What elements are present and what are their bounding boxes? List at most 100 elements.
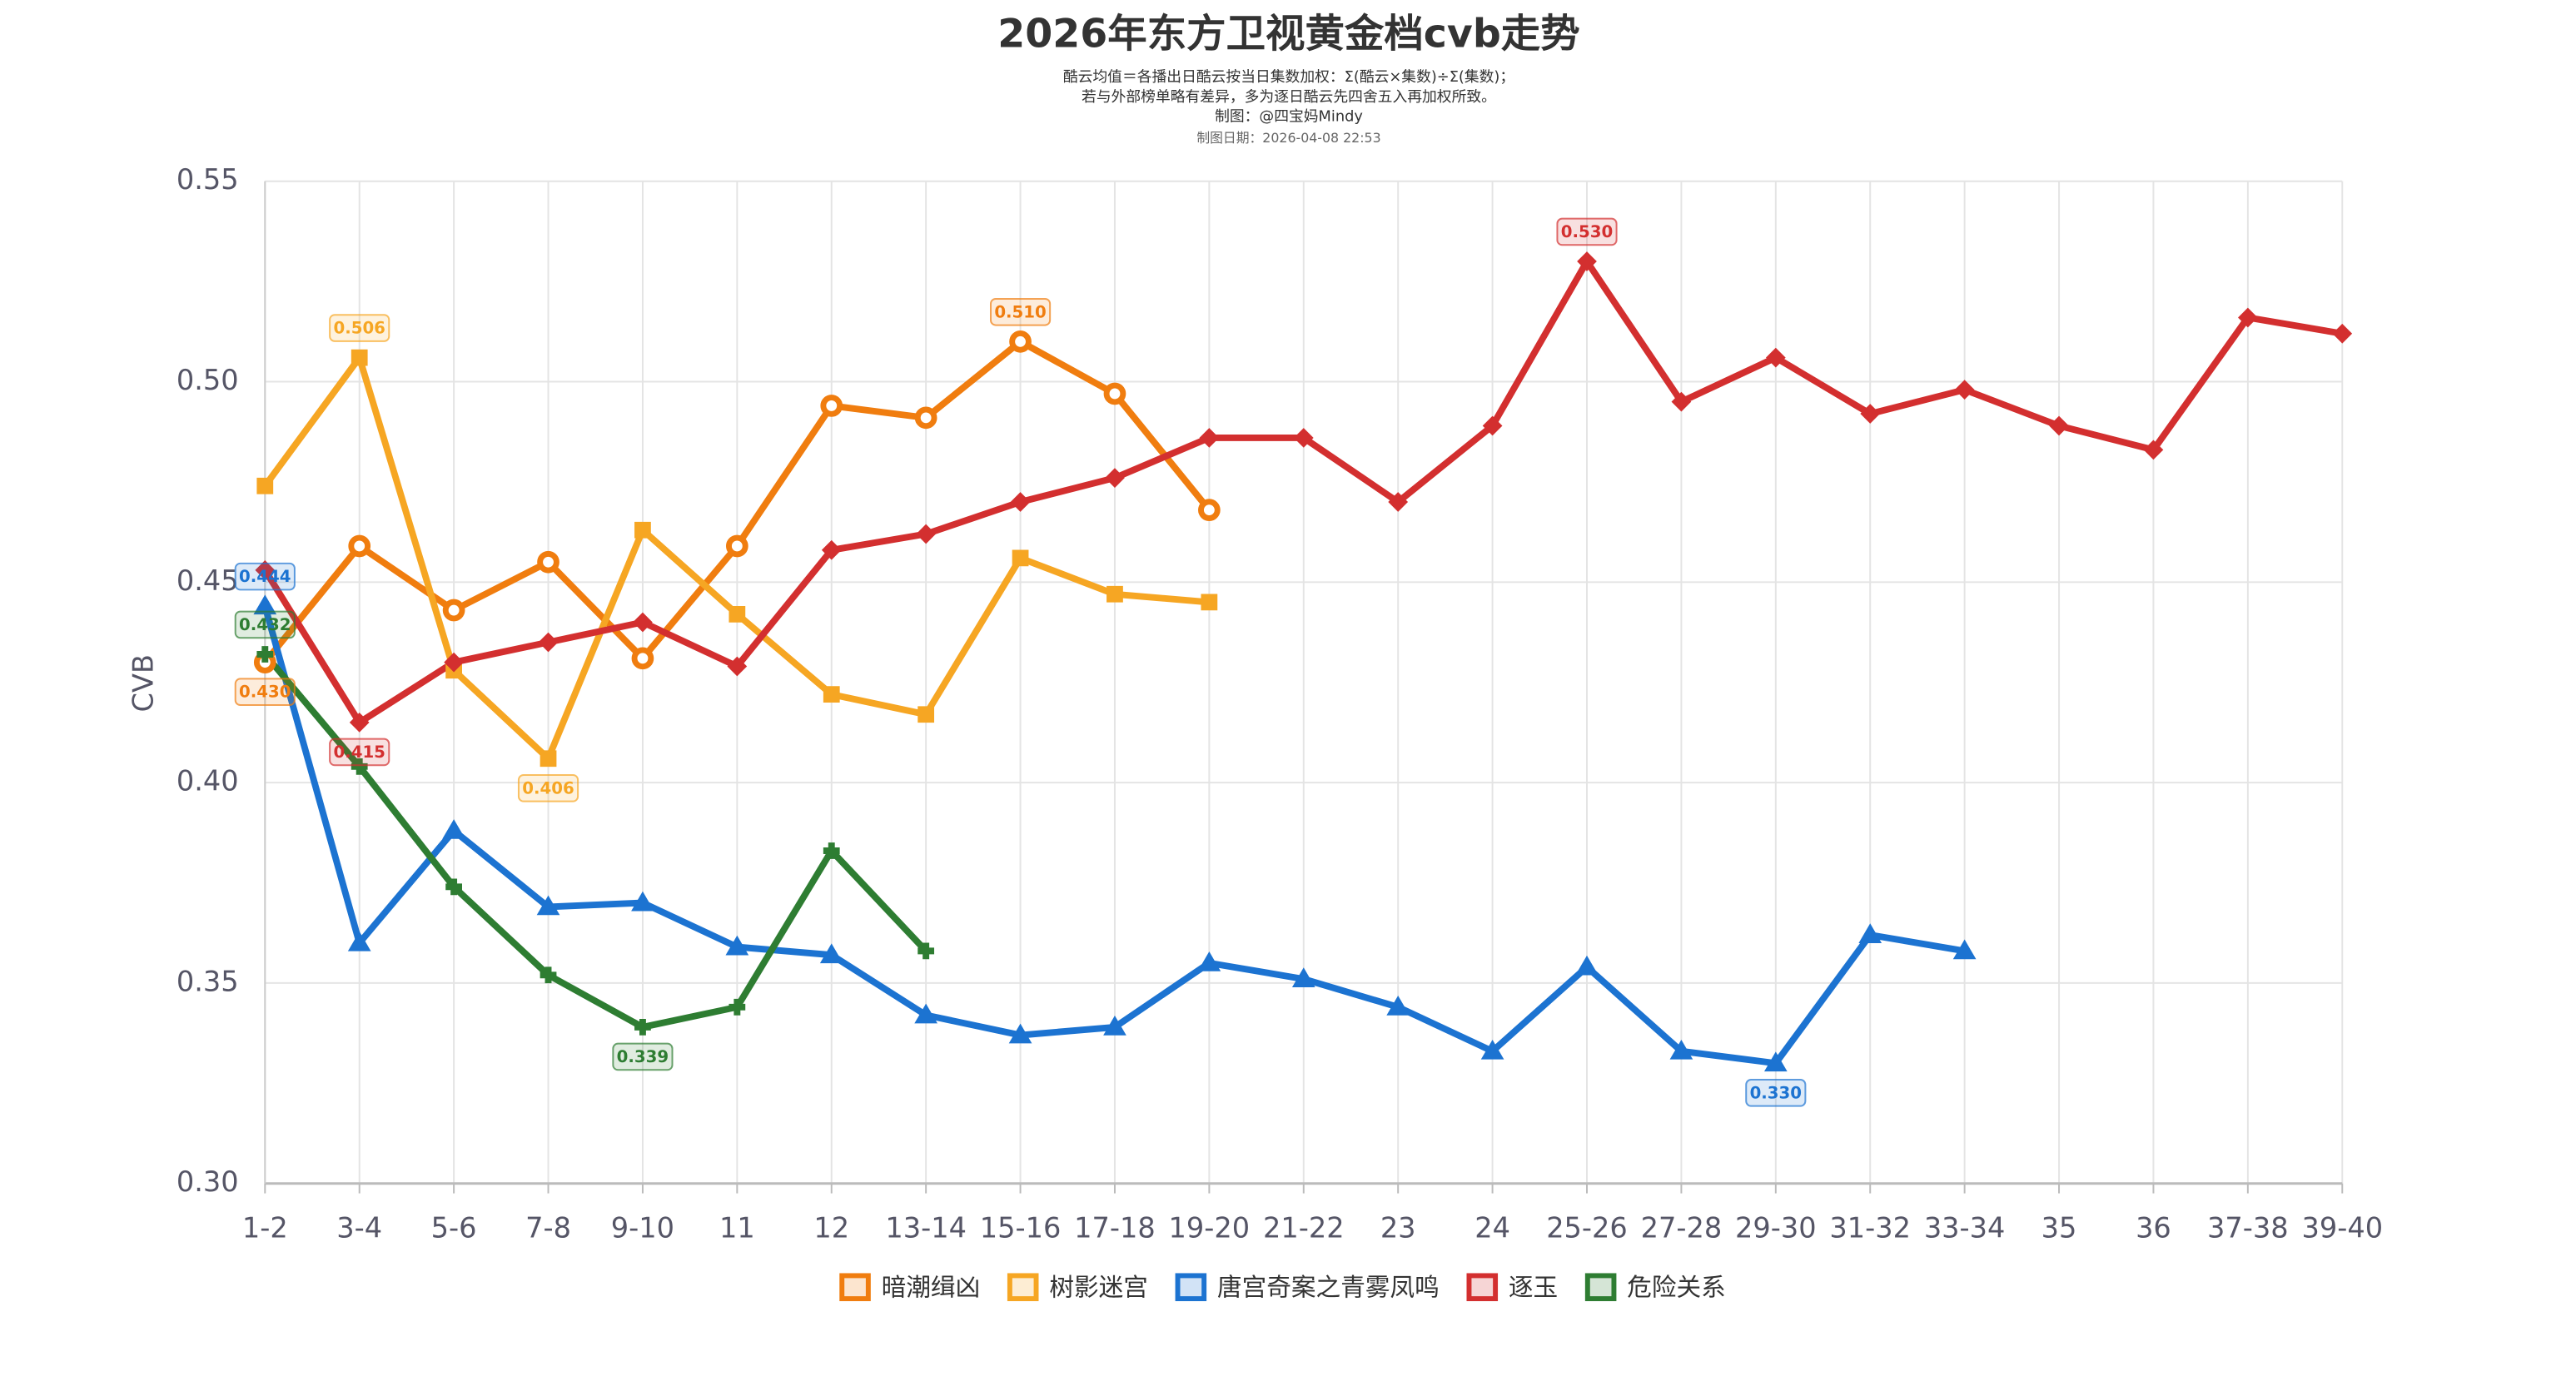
subtitle: 制图：@四宝妈Mindy xyxy=(1215,108,1363,126)
legend-swatch xyxy=(1007,1273,1039,1302)
point xyxy=(1575,955,1599,976)
point xyxy=(1010,492,1031,512)
point xyxy=(537,550,559,574)
point xyxy=(1103,382,1126,405)
point xyxy=(1388,492,1409,512)
x-tick-label: 29-30 xyxy=(1735,1212,1817,1244)
legend-label: 树影迷宫 xyxy=(1049,1273,1148,1302)
x-tick-label: 24 xyxy=(1474,1212,1510,1244)
point xyxy=(1669,1039,1693,1060)
point xyxy=(540,966,557,984)
point xyxy=(1671,391,1692,412)
x-tick-label: 7-8 xyxy=(525,1212,571,1244)
y-axis-label: CVB xyxy=(127,654,159,712)
x-tick-label: 25-26 xyxy=(1546,1212,1628,1244)
point xyxy=(819,943,843,964)
label-box xyxy=(612,1042,674,1071)
x-tick-label: 3-4 xyxy=(336,1212,382,1244)
point xyxy=(631,891,654,912)
point xyxy=(821,539,842,560)
value-label: 0.530 xyxy=(1561,222,1613,241)
legend-swatch xyxy=(1584,1273,1617,1302)
point xyxy=(2143,440,2164,460)
legend-label: 危险关系 xyxy=(1627,1273,1726,1302)
x-tick-label: 35 xyxy=(2041,1212,2077,1244)
x-tick-label: 13-14 xyxy=(885,1212,967,1244)
point xyxy=(633,612,653,633)
x-tick-label: 39-40 xyxy=(2301,1212,2383,1244)
point xyxy=(256,646,274,663)
point xyxy=(445,878,462,896)
point xyxy=(914,1003,937,1024)
point xyxy=(1577,251,1597,271)
x-tick-label: 9-10 xyxy=(611,1212,674,1244)
x-tick-label: 15-16 xyxy=(980,1212,1062,1244)
point xyxy=(540,750,557,768)
x-tick-label: 11 xyxy=(719,1212,755,1244)
series-line xyxy=(262,652,929,1031)
y-tick-label: 0.40 xyxy=(177,765,239,797)
subtitle: 制图日期：2026-04-08 22:53 xyxy=(1196,130,1380,146)
point xyxy=(253,594,277,615)
point xyxy=(444,652,464,673)
point xyxy=(348,534,371,558)
point xyxy=(1009,330,1032,353)
point xyxy=(823,686,840,703)
legend-label: 唐宫奇案之青雾凤鸣 xyxy=(1217,1273,1440,1302)
point xyxy=(1482,415,1503,436)
value-label: 0.432 xyxy=(239,615,291,634)
point xyxy=(351,758,368,775)
point xyxy=(916,524,937,544)
x-tick-label: 17-18 xyxy=(1074,1212,1156,1244)
point xyxy=(256,477,274,494)
legend-swatch xyxy=(839,1273,871,1302)
x-tick-label: 33-34 xyxy=(1924,1212,2006,1244)
value-label: 0.406 xyxy=(522,778,574,797)
point xyxy=(634,521,651,539)
point xyxy=(347,931,371,951)
legend-label: 暗潮缉凶 xyxy=(882,1273,981,1302)
y-tick-label: 0.50 xyxy=(177,364,239,396)
point xyxy=(351,349,368,366)
point xyxy=(823,842,840,859)
legend-label: 逐玉 xyxy=(1509,1273,1558,1302)
point xyxy=(1765,347,1786,368)
label-box xyxy=(989,297,1052,326)
value-label: 0.444 xyxy=(239,567,291,586)
value-label: 0.330 xyxy=(1750,1083,1802,1102)
legend-swatch xyxy=(1466,1273,1499,1302)
y-tick-label: 0.45 xyxy=(177,564,239,597)
x-tick-label: 21-22 xyxy=(1263,1212,1345,1244)
point xyxy=(2049,415,2069,436)
x-tick-label: 1-2 xyxy=(242,1212,288,1244)
y-tick-label: 0.55 xyxy=(177,163,239,196)
x-tick-label: 36 xyxy=(2136,1212,2171,1244)
subtitle: 若与外部榜单略有差异，多为逐日酷云先四舍五入再加权所致。 xyxy=(1082,88,1496,106)
x-tick-label: 27-28 xyxy=(1641,1212,1723,1244)
label-box xyxy=(1745,1079,1807,1107)
point xyxy=(725,534,748,558)
point xyxy=(729,605,746,623)
point xyxy=(1105,468,1125,488)
label-box xyxy=(234,562,296,591)
point xyxy=(1291,967,1315,987)
y-tick-label: 0.30 xyxy=(177,1165,239,1198)
point xyxy=(1197,951,1221,971)
point xyxy=(1012,549,1029,567)
chart-title: 2026年东方卫视黄金档cvb走势 xyxy=(997,12,1579,57)
point xyxy=(1954,380,1975,400)
point xyxy=(634,1019,651,1036)
subtitle: 酷云均值＝各播出日酷云按当日集数加权：Σ(酷云×集数)÷Σ(集数)； xyxy=(1063,68,1514,86)
x-tick-label: 37-38 xyxy=(2207,1212,2289,1244)
value-label: 0.506 xyxy=(333,319,385,338)
point xyxy=(1103,1016,1126,1036)
value-label: 0.510 xyxy=(994,302,1046,321)
y-tick-label: 0.35 xyxy=(177,965,239,997)
x-tick-label: 19-20 xyxy=(1169,1212,1251,1244)
point xyxy=(1008,1023,1032,1044)
value-label: 0.339 xyxy=(617,1047,669,1066)
point xyxy=(820,395,843,417)
point xyxy=(1198,499,1221,521)
point xyxy=(727,656,748,677)
